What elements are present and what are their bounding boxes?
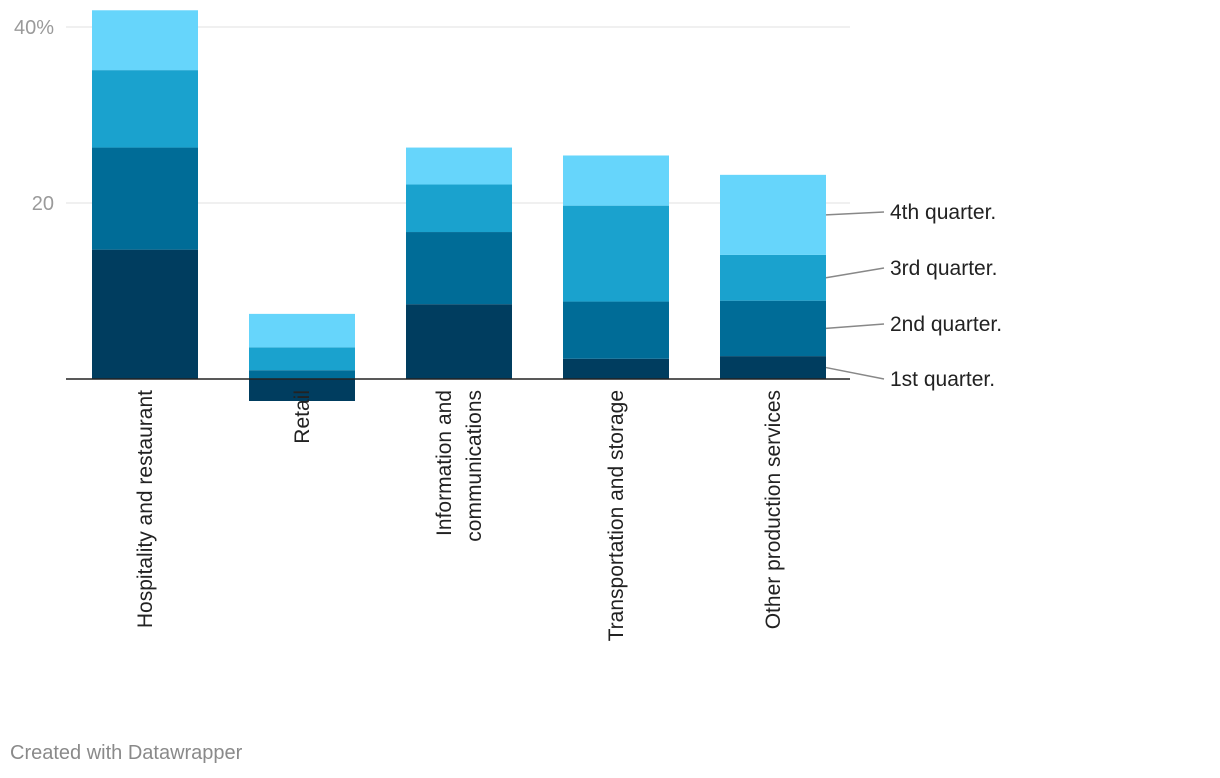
- series-labels: 1st quarter. 2nd quarter. 3rd quarter. 4th …: [825, 201, 1002, 391]
- bar-segment-3: [563, 205, 669, 302]
- credit-text: Created with Datawrapper: [10, 742, 243, 764]
- series-label: 2nd quarter.: [890, 313, 1002, 336]
- series-label: 1st quarter.: [890, 368, 995, 391]
- bar-segment-2: [406, 232, 512, 305]
- category-label: Hospitality and restaurant: [134, 390, 157, 628]
- series-label: 3rd quarter.: [890, 257, 997, 280]
- y-tick-label: 20: [32, 193, 54, 215]
- bar-segment-1: [92, 249, 198, 379]
- category-label: communications: [463, 390, 486, 542]
- category-label: Retail: [291, 390, 314, 444]
- bar-segment-2: [720, 300, 826, 357]
- bar-segment-2: [563, 301, 669, 359]
- bar-segment-3: [720, 254, 826, 301]
- bar-segment-4: [249, 313, 355, 348]
- bar-segment-4: [406, 147, 512, 185]
- bar-segment-2: [92, 147, 198, 250]
- bar-segment-4: [563, 155, 669, 206]
- bar-segment-3: [249, 347, 355, 371]
- y-tick-label: 40%: [14, 17, 54, 39]
- category-labels: Hospitality and restaurant Retail Informat…: [134, 390, 785, 642]
- series-leader-line: [825, 366, 885, 380]
- series-leader-line: [825, 211, 885, 216]
- bar-segment-3: [406, 184, 512, 233]
- series-leader-line: [825, 267, 885, 279]
- category-label: Information and: [433, 390, 456, 536]
- bar-segment-4: [720, 174, 826, 255]
- category-label: Transportation and storage: [605, 390, 628, 641]
- bar-segment-1: [406, 304, 512, 379]
- bar-segment-3: [92, 70, 198, 148]
- bars: [92, 10, 826, 401]
- bar-segment-4: [92, 10, 198, 71]
- bar-segment-2: [249, 370, 355, 379]
- series-label: 4th quarter.: [890, 201, 996, 224]
- bar-segment-1: [249, 379, 355, 401]
- series-leader-line: [825, 323, 885, 330]
- bar-segment-1: [563, 358, 669, 379]
- bar-segment-1: [720, 356, 826, 379]
- category-label: Other production services: [762, 390, 785, 629]
